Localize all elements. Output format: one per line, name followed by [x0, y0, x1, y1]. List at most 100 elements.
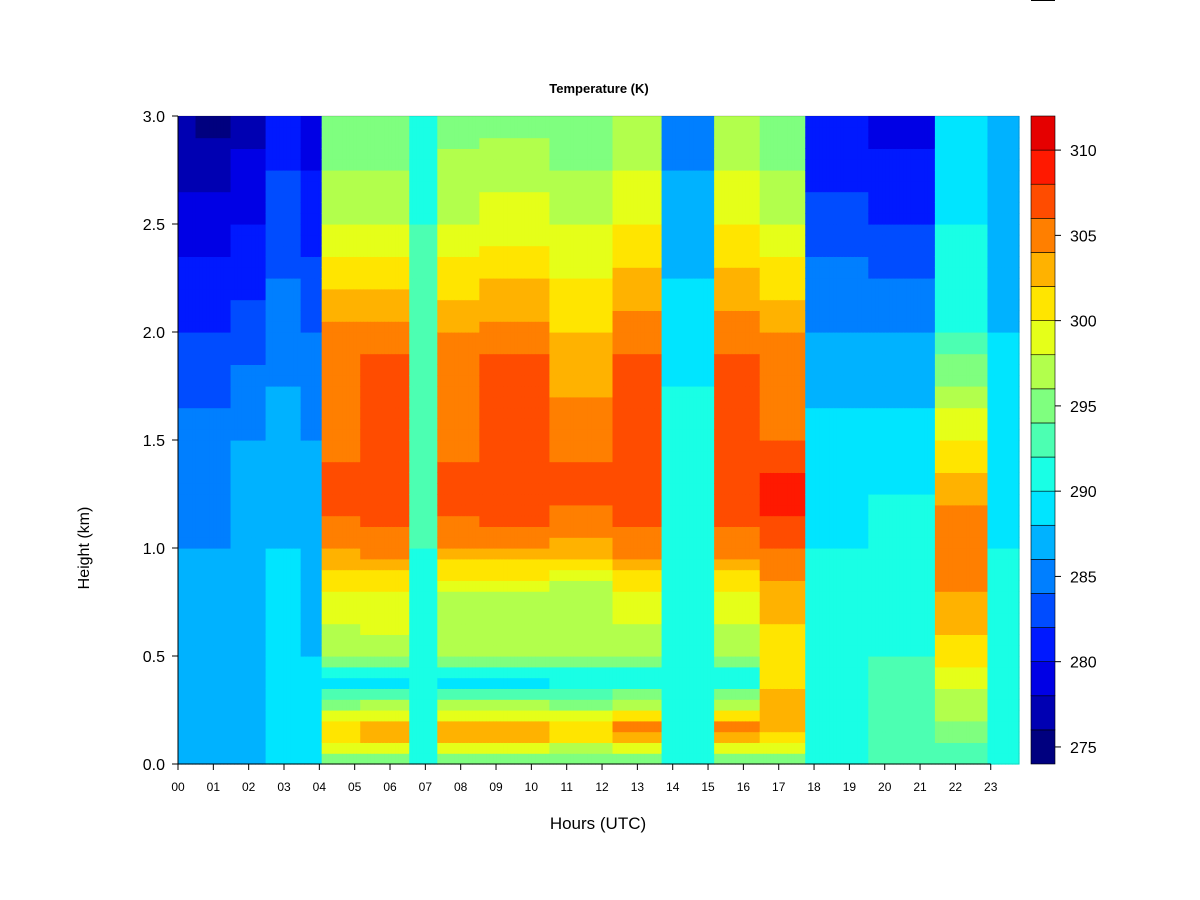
- heatmap-cell: [412, 494, 417, 506]
- heatmap-cell: [237, 645, 242, 657]
- heatmap-cell: [290, 159, 295, 171]
- heatmap-cell: [444, 612, 449, 625]
- heatmap-cell: [178, 213, 183, 225]
- heatmap-cell: [451, 645, 456, 657]
- heatmap-cell: [353, 688, 358, 700]
- heatmap-cell: [391, 396, 396, 409]
- heatmap-cell: [258, 602, 263, 614]
- heatmap-cell: [412, 310, 417, 322]
- heatmap-cell: [451, 440, 456, 452]
- heatmap-cell: [178, 742, 183, 754]
- heatmap-cell: [248, 310, 253, 322]
- heatmap-cell: [216, 299, 221, 311]
- heatmap-cell: [440, 645, 445, 657]
- heatmap-cell: [437, 537, 442, 549]
- heatmap-cell: [346, 342, 351, 355]
- heatmap-cell: [258, 472, 263, 484]
- heatmap-cell: [262, 256, 267, 268]
- heatmap-cell: [251, 375, 256, 387]
- heatmap-cell: [202, 234, 207, 247]
- heatmap-cell: [465, 450, 470, 463]
- heatmap-cell: [412, 364, 417, 376]
- heatmap-cell: [314, 688, 319, 700]
- heatmap-cell: [244, 720, 249, 733]
- heatmap-cell: [297, 494, 302, 506]
- heatmap-cell: [367, 245, 372, 257]
- heatmap-cell: [377, 245, 382, 257]
- heatmap-cell: [188, 591, 193, 603]
- heatmap-cell: [451, 364, 456, 376]
- heatmap-cell: [286, 321, 291, 333]
- heatmap-cell: [416, 645, 421, 657]
- heatmap-cell: [195, 224, 200, 236]
- heatmap-cell: [272, 558, 277, 571]
- heatmap-cell: [241, 288, 246, 301]
- heatmap-cell: [451, 710, 456, 722]
- heatmap-cell: [185, 591, 190, 603]
- heatmap-cell: [206, 731, 211, 743]
- heatmap-cell: [206, 742, 211, 754]
- heatmap-cell: [440, 191, 445, 203]
- heatmap-cell: [237, 753, 242, 765]
- heatmap-cell: [195, 342, 200, 355]
- heatmap-cell: [307, 731, 312, 743]
- heatmap-cell: [311, 310, 316, 322]
- heatmap-cell: [444, 288, 449, 301]
- heatmap-cell: [216, 440, 221, 452]
- heatmap-cell: [374, 407, 379, 419]
- heatmap-cell: [290, 699, 295, 711]
- heatmap-cell: [381, 602, 386, 614]
- heatmap-cell: [426, 332, 431, 344]
- heatmap-cell: [230, 224, 235, 236]
- heatmap-cell: [465, 126, 470, 139]
- heatmap-cell: [409, 407, 414, 419]
- heatmap-cell: [269, 148, 274, 160]
- heatmap-cell: [279, 612, 284, 625]
- heatmap-cell: [293, 310, 298, 322]
- heatmap-cell: [325, 191, 330, 203]
- heatmap-cell: [342, 753, 347, 765]
- heatmap-cell: [269, 666, 274, 679]
- heatmap-cell: [440, 666, 445, 679]
- heatmap-cell: [181, 148, 186, 160]
- heatmap-cell: [451, 548, 456, 560]
- heatmap-cell: [178, 569, 183, 581]
- heatmap-cell: [433, 450, 438, 463]
- heatmap-cell: [356, 461, 361, 473]
- heatmap-cell: [458, 483, 463, 495]
- heatmap-cell: [251, 137, 256, 149]
- heatmap-cell: [409, 148, 414, 160]
- heatmap-cell: [178, 699, 183, 711]
- heatmap-cell: [227, 126, 232, 139]
- heatmap-cell: [433, 742, 438, 754]
- heatmap-cell: [384, 245, 389, 257]
- heatmap-cell: [220, 558, 225, 571]
- heatmap-cell: [346, 515, 351, 527]
- heatmap-cell: [209, 440, 214, 452]
- heatmap-cell: [328, 742, 333, 754]
- heatmap-cell: [398, 353, 403, 365]
- heatmap-cell: [272, 699, 277, 711]
- heatmap-cell: [286, 170, 291, 182]
- heatmap-cell: [220, 602, 225, 614]
- heatmap-cell: [181, 288, 186, 301]
- heatmap-cell: [262, 202, 267, 214]
- heatmap-cell: [209, 224, 214, 236]
- heatmap-cell: [272, 245, 277, 257]
- heatmap-cell: [255, 591, 260, 603]
- heatmap-cell: [458, 731, 463, 743]
- heatmap-cell: [430, 483, 435, 495]
- heatmap-cell: [300, 645, 305, 657]
- heatmap-cell: [426, 407, 431, 419]
- heatmap-cell: [188, 440, 193, 452]
- heatmap-cell: [367, 688, 372, 700]
- heatmap-cell: [220, 386, 225, 398]
- heatmap-cell: [391, 440, 396, 452]
- heatmap-cell: [311, 558, 316, 571]
- heatmap-cell: [185, 634, 190, 646]
- heatmap-cell: [363, 386, 368, 398]
- heatmap-cell: [395, 580, 400, 592]
- heatmap-cell: [185, 418, 190, 430]
- heatmap-cell: [209, 666, 214, 679]
- heatmap-cell: [188, 645, 193, 657]
